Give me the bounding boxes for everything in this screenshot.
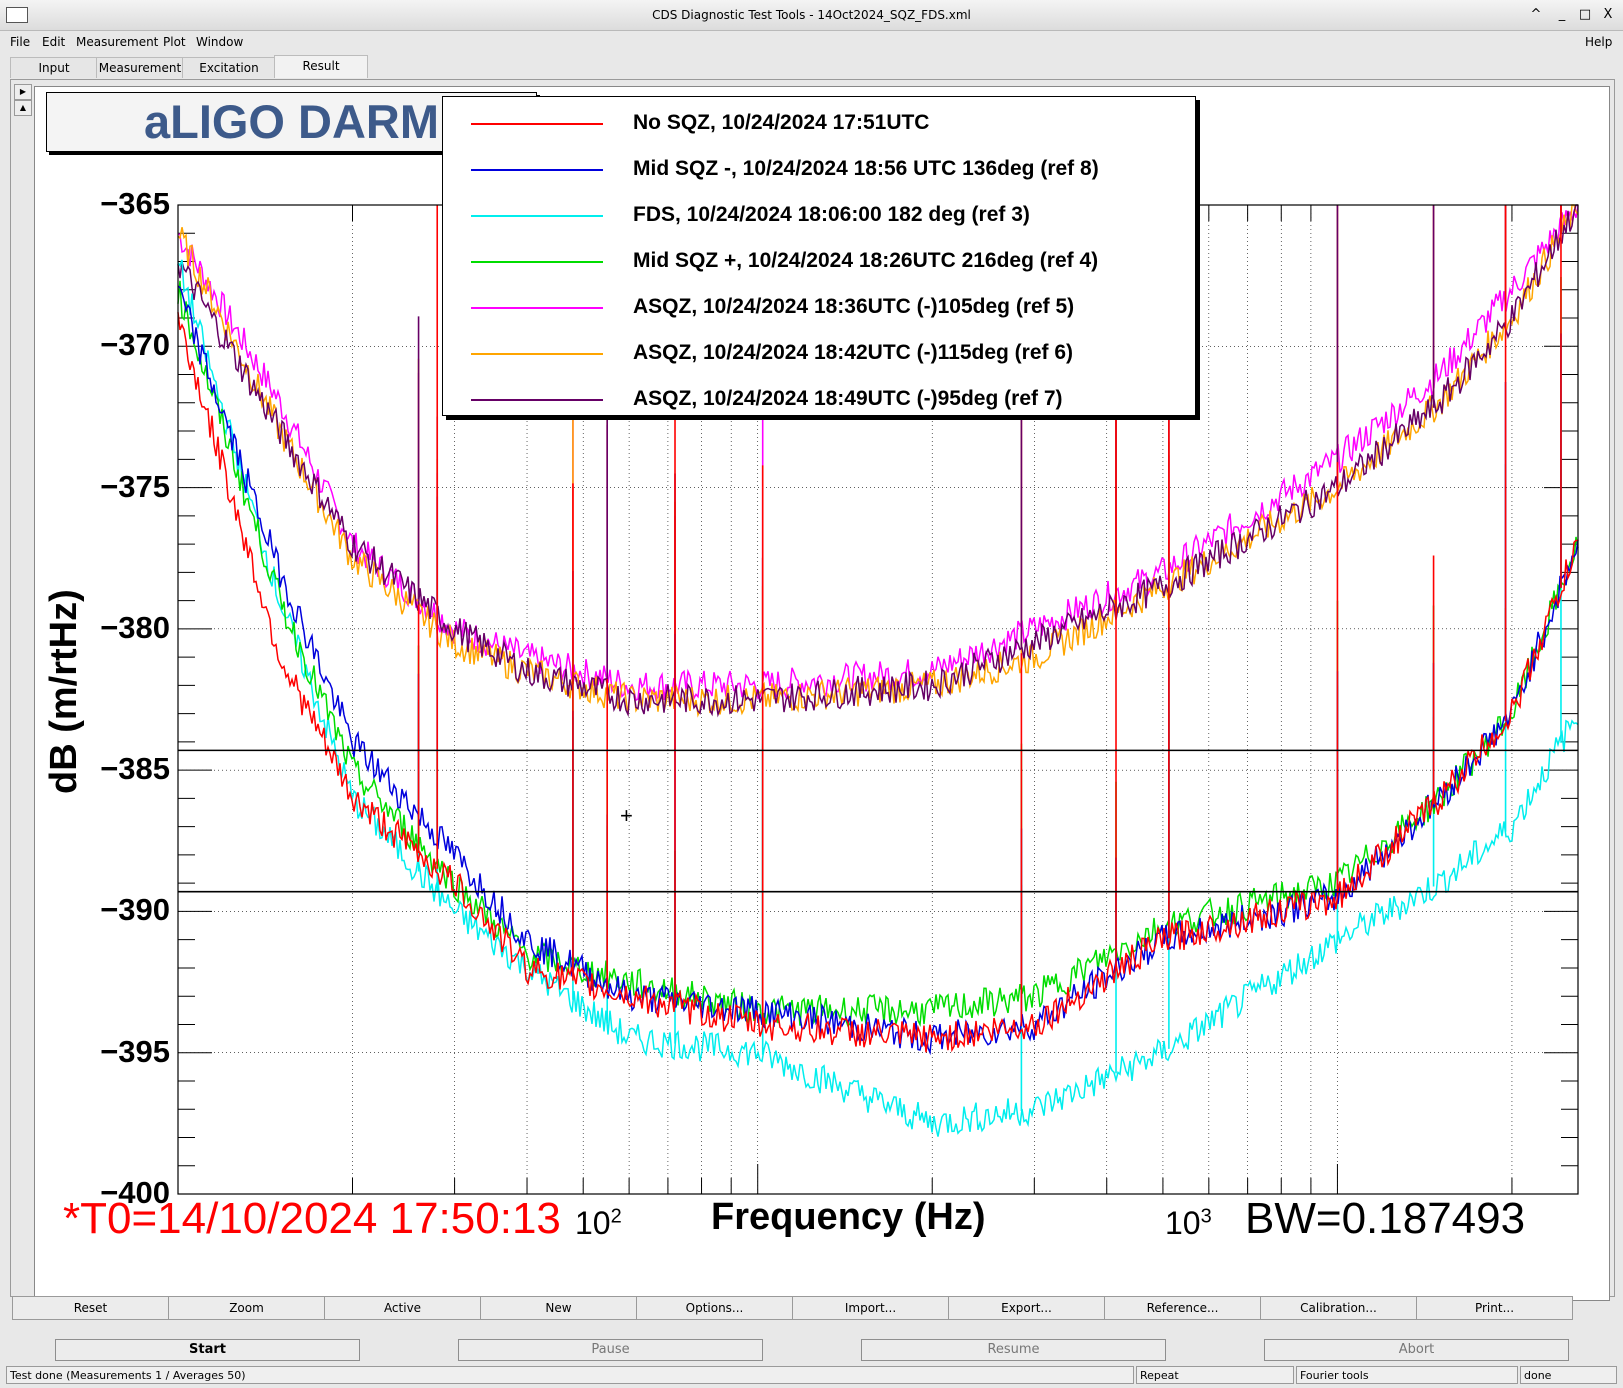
- tab-result[interactable]: Result: [274, 55, 368, 78]
- y-tick-label: −380: [100, 609, 170, 645]
- y-tick-label: −390: [100, 892, 170, 928]
- abort-button[interactable]: Abort: [1264, 1339, 1569, 1361]
- menu-bar: File Edit Measurement Plot Window Help: [0, 31, 1623, 53]
- series-line: [177, 312, 1578, 1053]
- title-bar: CDS Diagnostic Test Tools - 14Oct2024_SQ…: [0, 0, 1623, 31]
- t0-label: *T0=14/10/2024 17:50:13: [63, 1194, 561, 1243]
- legend-label: Mid SQZ +, 10/24/2024 18:26UTC 216deg (r…: [633, 249, 1099, 272]
- x-tick-label-1000: 103: [1165, 1205, 1212, 1241]
- pause-button[interactable]: Pause: [458, 1339, 763, 1361]
- y-axis-label: dB (m/rtHz): [43, 589, 85, 794]
- menu-measurement[interactable]: Measurement: [76, 35, 159, 49]
- window-title: CDS Diagnostic Test Tools - 14Oct2024_SQ…: [652, 8, 971, 22]
- legend-label: No SQZ, 10/24/2024 17:51UTC: [633, 111, 930, 134]
- legend-entry: FDS, 10/24/2024 18:06:00 182 deg (ref 3): [443, 193, 1195, 233]
- legend-swatch: [471, 169, 603, 171]
- status-repeat: Repeat: [1136, 1366, 1294, 1384]
- menu-file[interactable]: File: [10, 35, 31, 49]
- legend-entry: No SQZ, 10/24/2024 17:51UTC: [443, 101, 1195, 141]
- series-line: [177, 204, 1578, 718]
- legend-swatch: [471, 353, 603, 355]
- tab-excitation[interactable]: Excitation: [182, 57, 276, 78]
- close-button[interactable]: X: [1603, 7, 1613, 22]
- export-button[interactable]: Export...: [948, 1296, 1105, 1320]
- series-line: [177, 204, 1579, 718]
- new-button[interactable]: New: [480, 1296, 637, 1320]
- maximize-button[interactable]: □: [1578, 7, 1592, 22]
- menu-help[interactable]: Help: [1585, 35, 1613, 49]
- y-tick-label: −365: [100, 186, 170, 221]
- calibration-button[interactable]: Calibration...: [1260, 1296, 1417, 1320]
- series-line: [177, 280, 1579, 1028]
- y-tick-label: −385: [100, 751, 170, 787]
- window-menu-icon[interactable]: [6, 7, 28, 23]
- shade-button[interactable]: ^: [1530, 7, 1542, 22]
- x-tick-label-100: 102: [575, 1205, 622, 1241]
- y-tick-label: −370: [100, 327, 170, 363]
- legend[interactable]: No SQZ, 10/24/2024 17:51UTC Mid SQZ -, 1…: [442, 96, 1196, 416]
- reference-button[interactable]: Reference...: [1104, 1296, 1261, 1320]
- status-fourier-tools: Fourier tools: [1296, 1366, 1518, 1384]
- menu-edit[interactable]: Edit: [42, 35, 66, 49]
- spectrum-chart[interactable]: [35, 87, 1609, 1300]
- series-line: [177, 259, 1579, 1137]
- legend-label: ASQZ, 10/24/2024 18:36UTC (-)105deg (ref…: [633, 295, 1075, 318]
- legend-swatch: [471, 123, 603, 125]
- y-tick-label: −400: [100, 1175, 170, 1210]
- page-next-arrow-icon[interactable]: ▶: [14, 84, 32, 100]
- legend-swatch: [471, 215, 603, 217]
- options-button[interactable]: Options...: [636, 1296, 793, 1320]
- start-button[interactable]: Start: [55, 1339, 360, 1361]
- y-tick-label: −395: [100, 1033, 170, 1069]
- x-axis-label: Frequency (Hz): [711, 1196, 986, 1238]
- legend-swatch: [471, 261, 603, 263]
- cursor-crosshair: +: [620, 803, 633, 828]
- zoom-button[interactable]: Zoom: [168, 1296, 325, 1320]
- tab-measurement[interactable]: Measurement: [96, 57, 184, 78]
- legend-label: Mid SQZ -, 10/24/2024 18:56 UTC 136deg (…: [633, 157, 1099, 180]
- bandwidth-label: BW=0.187493: [1245, 1194, 1526, 1243]
- tab-input[interactable]: Input: [10, 57, 98, 78]
- menu-window[interactable]: Window: [196, 35, 244, 49]
- legend-entry: Mid SQZ +, 10/24/2024 18:26UTC 216deg (r…: [443, 239, 1195, 279]
- legend-entry: ASQZ, 10/24/2024 18:36UTC (-)105deg (ref…: [443, 285, 1195, 325]
- minimize-button[interactable]: _: [1558, 7, 1566, 22]
- status-state: done: [1520, 1366, 1617, 1384]
- page-up-arrow-icon[interactable]: ▲: [14, 100, 32, 116]
- resume-button[interactable]: Resume: [861, 1339, 1166, 1361]
- status-message: Test done (Measurements 1 / Averages 50): [6, 1366, 1134, 1384]
- menu-plot[interactable]: Plot: [163, 35, 186, 49]
- legend-entry: ASQZ, 10/24/2024 18:42UTC (-)115deg (ref…: [443, 331, 1195, 371]
- legend-swatch: [471, 307, 603, 309]
- legend-entry: Mid SQZ -, 10/24/2024 18:56 UTC 136deg (…: [443, 147, 1195, 187]
- legend-label: FDS, 10/24/2024 18:06:00 182 deg (ref 3): [633, 203, 1030, 226]
- import-button[interactable]: Import...: [792, 1296, 949, 1320]
- plot-tool-buttons: Reset Zoom Active New Options... Import.…: [10, 1296, 1613, 1320]
- reset-button[interactable]: Reset: [12, 1296, 169, 1320]
- plot-title: aLIGO DARM: [143, 95, 440, 148]
- legend-label: ASQZ, 10/24/2024 18:42UTC (-)115deg (ref…: [633, 341, 1074, 364]
- print-button[interactable]: Print...: [1416, 1296, 1573, 1320]
- active-button[interactable]: Active: [324, 1296, 481, 1320]
- tab-bar: Input Measurement Excitation Result: [0, 55, 1623, 79]
- legend-swatch: [471, 399, 603, 401]
- legend-entry: ASQZ, 10/24/2024 18:49UTC (-)95deg (ref …: [443, 377, 1195, 417]
- y-tick-label: −375: [100, 468, 170, 504]
- legend-label: ASQZ, 10/24/2024 18:49UTC (-)95deg (ref …: [633, 387, 1063, 410]
